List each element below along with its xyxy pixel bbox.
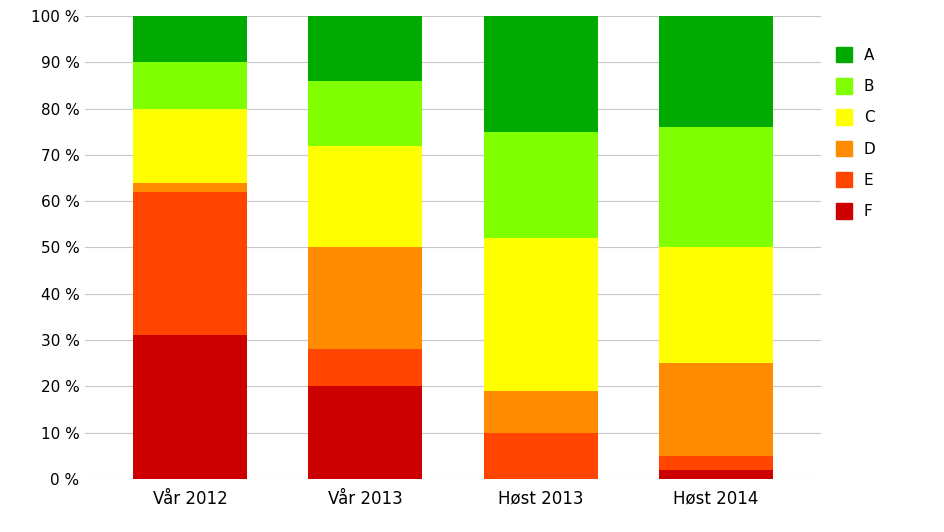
Bar <box>659 247 773 363</box>
Bar <box>483 391 598 433</box>
Bar <box>659 363 773 455</box>
Bar <box>309 16 423 81</box>
Bar <box>133 192 247 335</box>
Legend: A, B, C, D, E, F: A, B, C, D, E, F <box>836 47 875 219</box>
Bar <box>483 238 598 391</box>
Bar <box>659 127 773 247</box>
Bar <box>483 16 598 132</box>
Bar <box>309 81 423 146</box>
Bar <box>659 455 773 470</box>
Bar <box>659 470 773 479</box>
Bar <box>309 146 423 247</box>
Bar <box>309 247 423 349</box>
Bar <box>133 335 247 479</box>
Bar <box>133 16 247 62</box>
Bar <box>133 109 247 182</box>
Bar <box>309 386 423 479</box>
Bar <box>309 349 423 386</box>
Bar <box>659 16 773 127</box>
Bar <box>133 62 247 109</box>
Bar <box>483 132 598 238</box>
Bar <box>133 182 247 192</box>
Bar <box>483 433 598 479</box>
